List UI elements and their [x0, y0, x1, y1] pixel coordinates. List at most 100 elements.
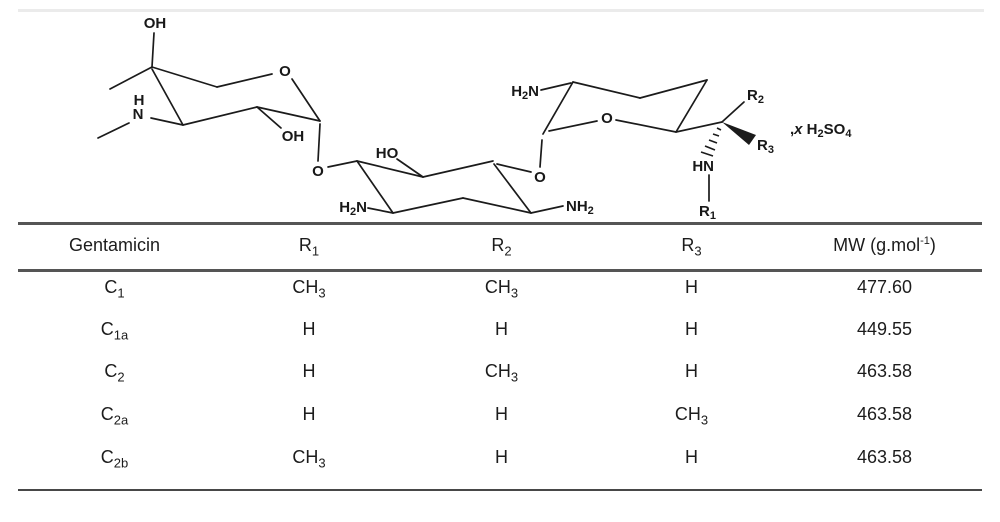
label-methylamino-h: H [134, 92, 145, 109]
label-amine-central-left: H2N [339, 199, 367, 218]
table-cell: H [302, 319, 316, 339]
table-cell: H [302, 404, 316, 424]
table-cell: H [685, 319, 698, 339]
bond [216, 73, 273, 88]
table-cell: CH3 [674, 404, 709, 428]
bond [396, 158, 424, 178]
header-r3: R3 [681, 235, 702, 259]
bond [356, 160, 394, 214]
table-cell: CH3 [484, 361, 519, 385]
table-rule-bottom [18, 489, 982, 491]
header-gentamicin: Gentamicin [68, 235, 161, 255]
bond [422, 160, 494, 178]
bond [317, 123, 321, 162]
label-ho-central: HO [376, 145, 399, 162]
bond [367, 207, 394, 214]
hash-mark [704, 145, 716, 151]
table-cell: H [495, 404, 508, 424]
hash-mark [708, 139, 718, 144]
bond [109, 66, 153, 90]
label-methylamino-n: N [133, 106, 144, 123]
table-cell: H [302, 361, 316, 381]
bond [530, 205, 564, 214]
bond [540, 82, 572, 91]
bond [539, 139, 543, 168]
table-cell: 463.58 [856, 447, 913, 467]
table-row-c2b: C2b CH3 H H 463.58 [18, 444, 982, 470]
label-r1: R1 [699, 203, 716, 222]
hashed-wedge-bond-hn [700, 127, 722, 157]
bond [291, 78, 321, 122]
bond [356, 160, 424, 178]
bonds-garosamine-ring [97, 32, 321, 162]
bond [615, 119, 677, 133]
table-cell: H [685, 277, 698, 297]
table-cell: H [495, 319, 508, 339]
table-cell: CH3 [292, 277, 326, 301]
bond [256, 106, 282, 129]
bonds-deoxystreptamine-ring [327, 158, 564, 214]
table-cell: C2a [100, 404, 129, 428]
gentamicin-structure-drawing: OH O H N OH O HO H2N NH2 O H2N O R2 R3 H… [18, 9, 984, 222]
table-cell: CH3 [292, 447, 326, 471]
table-row-c2: C2 H CH3 H 463.58 [18, 358, 982, 384]
bond [151, 68, 184, 126]
table-cell: H [685, 361, 698, 381]
label-r2: R2 [747, 87, 764, 106]
label-amine-purpurosamine: H2N [511, 83, 539, 102]
table-cell: H [685, 447, 698, 467]
header-r2: R2 [491, 235, 512, 259]
bond [493, 163, 532, 214]
table-row-c1: C1 CH3 CH3 H 477.60 [18, 274, 982, 300]
bond [97, 122, 130, 139]
bond [572, 81, 641, 99]
header-r1: R1 [298, 235, 320, 259]
label-sulfate: ,x H2SO4 [790, 121, 852, 140]
bond [675, 121, 723, 133]
bond [675, 79, 708, 133]
bond [542, 81, 574, 135]
scan-artifact-line [18, 9, 984, 12]
table-row-c2a: C2a H H CH3 463.58 [18, 401, 982, 427]
header-mw: MW (g.mol-1) [833, 235, 936, 255]
table-cell: C1 [104, 277, 125, 301]
table-rule-top [18, 222, 982, 225]
table-cell: 463.58 [856, 404, 913, 424]
bond [548, 120, 598, 132]
table-cell: C1a [100, 319, 129, 343]
table-rule-header [18, 269, 982, 272]
bond [392, 197, 464, 214]
bond [256, 106, 321, 122]
bond [151, 32, 155, 68]
bonds-purpurosamine-ring [539, 79, 756, 202]
table-header-row: Gentamicin R1 R2 R3 MW (g.mol-1) [18, 232, 982, 258]
label-amine-central-right: NH2 [566, 198, 594, 217]
bond [639, 79, 708, 99]
table-cell: 477.60 [856, 277, 913, 297]
hash-mark [716, 127, 722, 131]
hash-mark [712, 133, 720, 137]
table-cell: 449.55 [856, 319, 913, 339]
bond [182, 106, 258, 126]
label-r3: R3 [757, 137, 774, 156]
bond [462, 197, 532, 214]
table-cell: C2 [104, 361, 125, 385]
label-oh-anomeric: OH [282, 128, 305, 145]
wedge-bond-r3 [722, 122, 756, 145]
table-cell: H [495, 447, 508, 467]
label-glycosidic-oxygen-right: O [534, 169, 546, 186]
label-oh-top: OH [144, 15, 167, 32]
label-ring-oxygen-left: O [279, 63, 291, 80]
label-glycosidic-oxygen-left: O [312, 163, 324, 180]
label-hn: HN [692, 158, 714, 175]
bond [496, 163, 532, 173]
bond [721, 101, 745, 123]
bond [150, 117, 184, 126]
table-cell: CH3 [484, 277, 519, 301]
hash-mark [700, 151, 714, 157]
bond [327, 160, 358, 168]
label-ring-oxygen-right: O [601, 110, 613, 127]
table-cell: C2b [100, 447, 129, 471]
table-cell: 463.58 [856, 361, 913, 381]
